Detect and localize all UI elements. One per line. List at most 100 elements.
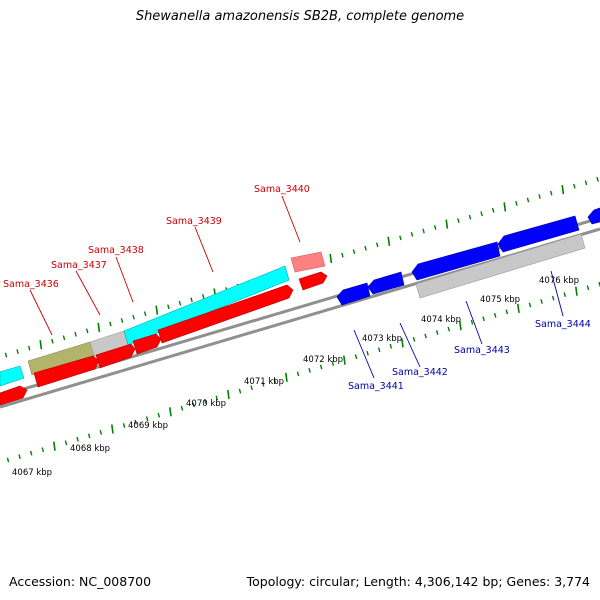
minor-tick (134, 419, 137, 425)
minor-tick (64, 440, 68, 446)
minor-tick (422, 228, 425, 234)
map-title: Shewanella amazonensis SB2B, complete ge… (135, 9, 465, 24)
gene-arrow-fwd-1 (0, 385, 28, 406)
minor-tick (180, 405, 184, 411)
minor-tick (596, 176, 599, 182)
reverse-leader-lines (353, 270, 564, 379)
kbp-tick-label: 4076 kbp (539, 276, 579, 286)
major-tick (97, 322, 101, 333)
minor-tick (74, 331, 77, 337)
kbp-tick-label: 4073 kbp (362, 334, 402, 344)
leader-sama-3443 (465, 300, 483, 345)
gene-arrow-rev-5 (587, 207, 600, 225)
kbp-tick-label: 4075 kbp (480, 295, 520, 305)
major-tick (53, 441, 56, 451)
genome-summary-text: Topology: circular; Length: 4,306,142 bp… (246, 574, 590, 589)
minor-tick (203, 399, 207, 404)
gene-arrow-fwd-4 (132, 333, 162, 355)
major-tick (575, 286, 578, 296)
minor-tick (273, 378, 277, 384)
major-tick (343, 355, 346, 365)
kbp-tick-label: 4069 kbp (128, 421, 168, 431)
minor-tick (120, 318, 124, 323)
kbp-tick-label: 4071 kbp (244, 377, 284, 387)
gene-label: Sama_3442 (392, 367, 448, 378)
kbp-tick-label: 4074 kbp (421, 315, 461, 325)
minor-tick (99, 430, 103, 435)
minor-tick (526, 197, 530, 203)
minor-tick (62, 335, 66, 341)
leader-sama-3438 (115, 256, 134, 303)
gene-arrow-rev-1 (336, 282, 371, 306)
major-tick (155, 305, 159, 315)
minor-tick (27, 345, 31, 351)
major-tick (387, 236, 391, 246)
major-tick (445, 219, 449, 229)
minor-tick (296, 371, 300, 377)
minor-tick (584, 180, 588, 186)
feature-cyan-left (0, 365, 25, 387)
major-tick (285, 372, 288, 382)
minor-tick (435, 330, 439, 335)
minor-tick (4, 352, 8, 358)
minor-tick (352, 249, 356, 254)
gene-arrow-rev-4 (497, 215, 580, 253)
minor-tick (190, 297, 193, 303)
feature-pseudo-lower (415, 233, 586, 299)
minor-tick (505, 309, 509, 315)
minor-tick (433, 225, 437, 230)
minor-tick (515, 201, 518, 206)
major-tick (459, 320, 462, 331)
gene-label: Sama_3437 (51, 260, 107, 271)
gene-arrow-fwd-6 (298, 271, 328, 291)
minor-tick (586, 285, 590, 291)
minor-tick (87, 433, 91, 439)
minor-tick (41, 447, 45, 453)
minor-tick (354, 354, 358, 359)
gene-track-forward (0, 271, 328, 406)
minor-tick (412, 337, 416, 342)
minor-tick (493, 312, 497, 318)
inner-tick-track (6, 281, 600, 463)
minor-tick (341, 252, 344, 258)
forward-leader-lines (29, 195, 301, 336)
minor-tick (551, 295, 555, 301)
minor-tick (145, 416, 149, 422)
feature-light-red (290, 251, 326, 273)
feature-track-upper (0, 251, 326, 387)
accession-text: Accession: NC_008700 (9, 574, 152, 589)
feature-rrna (123, 265, 290, 346)
minor-tick (250, 385, 253, 391)
minor-tick (261, 381, 265, 387)
gene-label: Sama_3443 (454, 345, 510, 356)
major-tick (111, 424, 114, 434)
leader-sama-3436 (29, 289, 53, 336)
leader-sama-3437 (75, 270, 101, 316)
minor-tick (16, 349, 19, 354)
major-tick (39, 340, 43, 350)
minor-tick (18, 454, 21, 459)
leader-sama-3441 (353, 329, 375, 379)
leader-sama-3439 (194, 226, 214, 273)
major-tick (329, 253, 333, 264)
minor-tick (308, 368, 311, 373)
major-tick (227, 389, 230, 400)
leader-sama-3440 (281, 195, 301, 243)
minor-tick (109, 321, 112, 327)
leader-sama-3444 (550, 270, 564, 317)
gene-label: Sama_3438 (88, 245, 144, 256)
minor-tick (192, 402, 195, 408)
minor-tick (85, 328, 89, 334)
minor-tick (238, 388, 242, 394)
minor-tick (540, 299, 543, 304)
minor-tick (6, 457, 10, 463)
minor-tick (424, 333, 427, 339)
minor-tick (122, 423, 126, 428)
minor-tick (538, 194, 541, 199)
minor-tick (51, 338, 54, 344)
minor-tick (331, 361, 335, 366)
gene-arrow-rev-3 (411, 241, 501, 281)
minor-tick (549, 190, 553, 196)
minor-tick (447, 326, 451, 332)
